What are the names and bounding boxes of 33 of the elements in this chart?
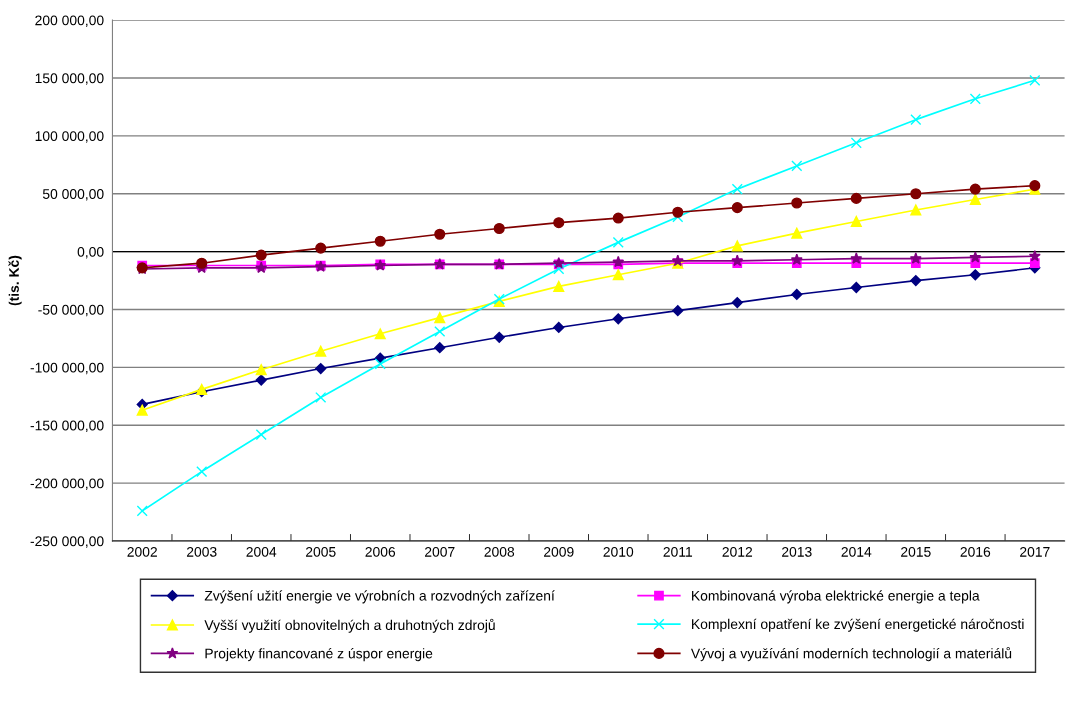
legend-label: Vyšší využití obnovitelných a druhotných zdrojů [204,618,495,633]
legend-label: Kombinovaná výroba elektrické energie a tepla [692,590,980,604]
x-tick-label: 2011 [663,546,693,557]
y-tick-label: 0,00 [77,246,104,259]
legend-label: Projekty financované z úspor energie [205,648,433,662]
y-tick-label: 200 000,00 [35,15,104,27]
y-tick-label: -50 000,00 [38,304,104,317]
y-tick-label: -200 000,00 [30,478,104,490]
x-tick-label: 2016 [960,546,991,557]
x-tick-label: 2015 [901,546,931,557]
y-tick-label: -150 000,00 [30,420,104,433]
y-tick-label: 150 000,00 [35,73,104,85]
x-tick-label: 2010 [603,546,634,557]
x-tick-label: 2014 [841,546,872,557]
y-tick-label: 100 000,00 [35,131,104,143]
x-tick-label: 2012 [722,546,753,557]
x-tick-label: 2002 [127,546,157,557]
x-tick-label: 2008 [484,546,515,557]
x-tick-label: 2013 [782,546,812,557]
x-tick-label: 2004 [246,546,277,557]
legend-label: Komplexní opatření ke zvýšení energetické náročnosti [692,618,1024,632]
x-tick-label: 2003 [186,546,217,557]
y-tick-label: -100 000,00 [30,362,104,375]
y-axis-title: (tis. Kč) [8,255,22,306]
x-tick-label: 2017 [1020,546,1050,557]
legend-label: Zvýšení užití energie ve výrobních a rozvodných zařízení [204,590,555,604]
y-tick-label: 50 000,00 [42,189,104,201]
x-tick-label: 2005 [305,546,336,557]
x-tick-label: 2006 [365,546,396,557]
x-tick-label: 2009 [544,546,574,557]
legend-label: Vývoj a využívání moderních technologií a materiálů [690,647,1012,662]
y-tick-label: -250 000,00 [30,536,104,548]
x-tick-label: 2007 [425,546,455,557]
